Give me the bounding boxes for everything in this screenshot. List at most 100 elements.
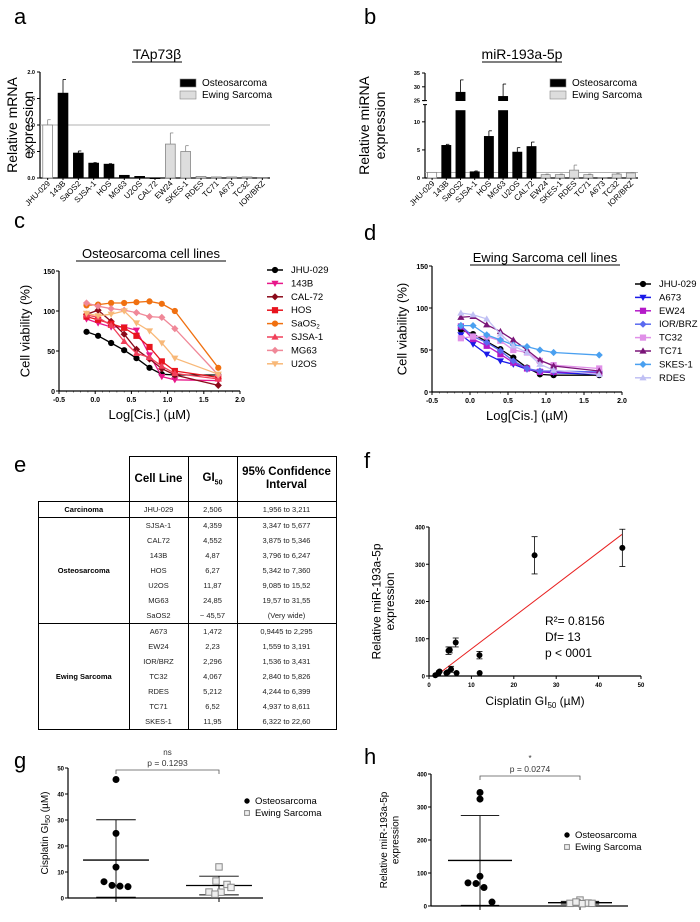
legend-label: Ewing Sarcoma xyxy=(202,90,272,101)
y-axis-label-g: Cisplatin GI50 (µM) xyxy=(40,791,52,874)
panel-letter-h: h xyxy=(364,744,377,769)
data-point xyxy=(464,879,472,887)
axis-label-line: expression xyxy=(383,572,397,630)
bar xyxy=(241,176,253,179)
p-value: p = 0.1293 xyxy=(147,758,188,768)
cell-line: SJSA-1 xyxy=(128,517,189,533)
data-point xyxy=(436,668,443,675)
data-point xyxy=(476,670,483,677)
data-point xyxy=(100,878,108,886)
bar xyxy=(569,169,580,179)
axis-label-line: Cell viability (%) xyxy=(395,283,410,375)
legend-marker xyxy=(271,333,279,340)
ci-value: 2,840 to 5,826 xyxy=(236,669,337,684)
legend-label: SKES-1 xyxy=(659,359,693,370)
data-point xyxy=(205,888,213,896)
y-axis-label: Relative miRNA expression xyxy=(356,75,388,174)
x-tick-label: 2.0 xyxy=(617,398,627,405)
data-point xyxy=(483,351,491,358)
bar xyxy=(583,174,594,179)
cell-line: SKES-1 xyxy=(128,714,189,730)
axis-label-line: Cell viability (%) xyxy=(18,285,33,377)
x-tick-label: 1.5 xyxy=(579,398,589,405)
bar xyxy=(73,152,84,179)
x-axis-label: Log[Cis.] (µM) xyxy=(109,407,191,422)
legend-marker xyxy=(271,320,279,327)
chart-f: 0 100 200 300 400 0 10 20 30 40 50 Cisplatin GI50 (… xyxy=(415,526,645,711)
data-point xyxy=(457,309,465,316)
data-point xyxy=(457,313,465,320)
data-point xyxy=(108,299,115,307)
data-point xyxy=(550,362,558,369)
ci-value: 3,347 to 5,677 xyxy=(236,517,337,533)
table-row: MG63 24,85 19,57 to 31,55 xyxy=(39,593,337,608)
data-point xyxy=(120,330,128,338)
bar xyxy=(57,92,69,179)
y-axis-label: Relative miR-193a-5p expression xyxy=(369,543,397,659)
data-point xyxy=(212,877,220,885)
ci-value: 6,322 to 22,60 xyxy=(236,714,337,730)
y-tick-label: 300 xyxy=(417,806,428,812)
data-point xyxy=(509,342,517,349)
data-point xyxy=(217,888,225,896)
data-point xyxy=(133,299,140,306)
y-tick-label: 100 xyxy=(415,637,426,643)
legend-label: Ewing Sarcoma xyxy=(572,90,642,101)
y-tick-label: 5 xyxy=(417,148,420,154)
legend-label: A673 xyxy=(659,292,681,303)
y-tick-label: 300 xyxy=(415,563,426,569)
ci-value: 0,9445 to 2,295 xyxy=(236,623,337,639)
legend-label: SJSA-1 xyxy=(291,332,323,343)
axis-label-line: expression xyxy=(390,816,401,864)
table-row: IOR/BRZ 2,296 1,536 to 3,431 xyxy=(39,654,337,669)
data-point xyxy=(146,364,153,371)
y-axis-label: Relative mRNA expression xyxy=(4,77,36,173)
bar xyxy=(195,176,207,179)
chart-title: miR-193a-5p xyxy=(482,46,563,62)
data-point xyxy=(472,880,480,888)
panel-letter-c: c xyxy=(14,208,25,233)
gi50-value: 4,552 xyxy=(187,533,238,548)
data-point xyxy=(82,310,91,317)
gi50-value: 6,27 xyxy=(187,563,238,578)
table-row: Carcinoma JHU-029 2,506 1,956 to 3,211 xyxy=(38,501,337,518)
chart-a: TAp73β0.00.51.01.52.0JHU-029143BSaOS2SJS… xyxy=(23,46,272,208)
legend-label: EW24 xyxy=(659,306,685,317)
bar xyxy=(554,174,565,179)
data-point xyxy=(476,788,484,796)
y-tick-label: 0 xyxy=(61,897,65,903)
data-point xyxy=(145,313,154,321)
y-tick-label: 50 xyxy=(57,767,64,773)
data-point xyxy=(107,311,115,318)
data-point xyxy=(595,370,603,377)
bar xyxy=(134,176,145,179)
data-point xyxy=(595,351,603,359)
y-tick-label: 50 xyxy=(420,348,428,355)
data-point xyxy=(171,307,178,315)
data-point xyxy=(112,863,120,871)
gi50-value: 24,85 xyxy=(187,593,238,608)
data-point xyxy=(121,299,128,307)
y-axis-label: Cisplatin GI50 (µM) xyxy=(40,791,52,874)
y-tick-label: 25 xyxy=(414,99,420,105)
x-tick-label: 0.5 xyxy=(127,397,137,404)
bar xyxy=(103,163,115,179)
y-tick-label: 0 xyxy=(422,675,426,681)
cell-line: TC71 xyxy=(128,699,189,714)
bar xyxy=(211,176,222,179)
cell-line: EW24 xyxy=(128,639,189,654)
y-tick-label: 2.0 xyxy=(27,70,35,76)
legend-marker xyxy=(639,294,647,301)
regression-line xyxy=(441,534,623,672)
data-point xyxy=(158,362,166,369)
data-point xyxy=(550,366,558,373)
chart-g: 0 10 20 30 40 50 nsp = 0.1293 OsteosarcomaEwing… xyxy=(57,748,322,903)
data-point xyxy=(452,639,459,646)
x-tick-label: 1.0 xyxy=(163,397,173,404)
bar-upper xyxy=(455,91,466,101)
bar-upper xyxy=(498,96,509,101)
y-axis-label: Cell viability (%) xyxy=(395,283,410,375)
table-row: TC71 6,52 4,937 to 8,611 xyxy=(39,699,337,714)
series-line-IOR/BRZ xyxy=(460,325,600,373)
significance-label: ns xyxy=(163,748,171,757)
